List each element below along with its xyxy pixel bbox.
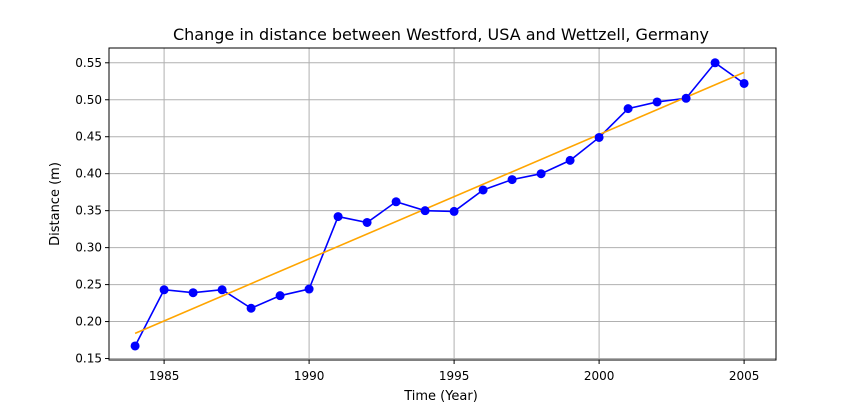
y-tick-label: 0.20 bbox=[75, 315, 102, 329]
data-point bbox=[594, 132, 604, 142]
data-point bbox=[420, 206, 430, 216]
data-point bbox=[623, 104, 633, 114]
x-tick-label: 1985 bbox=[149, 369, 180, 383]
y-tick-label: 0.35 bbox=[75, 204, 102, 218]
plot-series bbox=[130, 58, 749, 351]
y-tick-label: 0.30 bbox=[75, 241, 102, 255]
data-point bbox=[333, 212, 343, 222]
data-point bbox=[304, 284, 314, 294]
data-point bbox=[246, 303, 256, 313]
data-point bbox=[449, 206, 459, 216]
data-point bbox=[188, 288, 198, 298]
data-point bbox=[130, 341, 140, 351]
y-axis-label: Distance (m) bbox=[48, 162, 63, 246]
x-tick-label: 2000 bbox=[584, 369, 615, 383]
data-series-line bbox=[134, 61, 745, 347]
data-point bbox=[391, 197, 401, 207]
x-tick-label: 1990 bbox=[294, 369, 325, 383]
data-point bbox=[565, 155, 575, 165]
data-point bbox=[739, 78, 749, 88]
data-point bbox=[536, 169, 546, 179]
data-point bbox=[507, 175, 517, 185]
plot-frame bbox=[108, 47, 777, 361]
data-point bbox=[217, 285, 227, 295]
y-tick-label: 0.55 bbox=[75, 56, 102, 70]
y-tick-label: 0.15 bbox=[75, 352, 102, 366]
data-point bbox=[681, 93, 691, 103]
x-axis: 1985 1990 1995 2000 2005 bbox=[149, 360, 760, 383]
data-point bbox=[362, 217, 372, 227]
y-tick-label: 0.25 bbox=[75, 278, 102, 292]
data-point bbox=[275, 291, 285, 301]
y-tick-label: 0.40 bbox=[75, 167, 102, 181]
grid bbox=[109, 48, 776, 360]
chart-title: Change in distance between Westford, USA… bbox=[173, 25, 709, 44]
data-point bbox=[478, 185, 488, 195]
trend-line bbox=[134, 71, 745, 335]
y-tick-label: 0.45 bbox=[75, 130, 102, 144]
data-point bbox=[710, 58, 720, 68]
x-tick-label: 2005 bbox=[729, 369, 760, 383]
data-point bbox=[159, 285, 169, 295]
y-tick-label: 0.50 bbox=[75, 93, 102, 107]
data-point bbox=[652, 97, 662, 107]
x-axis-label: Time (Year) bbox=[403, 389, 478, 404]
y-axis: 0.15 0.20 0.25 0.30 0.35 0.40 0.45 0.50 0.55 bbox=[75, 56, 109, 366]
x-tick-label: 1995 bbox=[439, 369, 470, 383]
